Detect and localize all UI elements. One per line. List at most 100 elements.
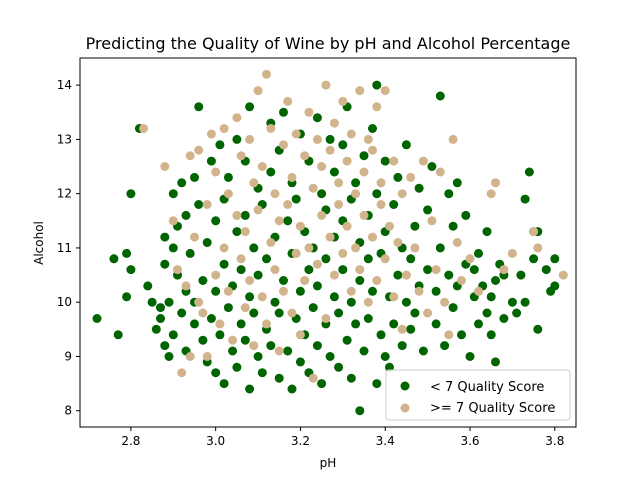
y-tick-label: 10 xyxy=(57,295,72,309)
data-point-low-quality xyxy=(486,292,496,302)
data-point-high-quality xyxy=(321,314,331,323)
data-point-high-quality xyxy=(363,297,373,307)
x-axis-label: pH xyxy=(320,456,337,470)
data-point-low-quality xyxy=(236,265,246,275)
data-point-high-quality xyxy=(474,286,483,296)
data-point-low-quality xyxy=(351,319,361,329)
data-point-low-quality xyxy=(257,368,267,378)
data-point-high-quality xyxy=(202,200,212,209)
data-point-high-quality xyxy=(253,205,263,215)
x-tick-label: 2.8 xyxy=(121,434,140,448)
data-point-low-quality xyxy=(274,373,284,383)
data-point-low-quality xyxy=(550,281,560,291)
data-point-low-quality xyxy=(435,91,445,101)
data-point-low-quality xyxy=(232,227,242,237)
data-point-high-quality xyxy=(177,368,187,378)
data-point-low-quality xyxy=(122,292,132,302)
data-point-low-quality xyxy=(317,379,327,389)
data-point-low-quality xyxy=(393,172,403,182)
data-point-high-quality xyxy=(236,151,246,161)
y-tick-label: 12 xyxy=(57,187,72,201)
data-point-high-quality xyxy=(223,189,233,199)
data-point-low-quality xyxy=(325,134,335,144)
data-point-low-quality xyxy=(177,178,187,188)
data-point-low-quality xyxy=(512,308,522,318)
legend-label-low-quality: < 7 Quality Score xyxy=(430,380,544,395)
data-point-low-quality xyxy=(444,189,454,199)
data-point-high-quality xyxy=(359,167,369,177)
data-point-high-quality xyxy=(295,221,305,231)
data-point-low-quality xyxy=(355,276,365,285)
data-point-low-quality xyxy=(232,362,242,372)
data-point-high-quality xyxy=(223,286,233,296)
y-axis: 8 9 10 11 12 13 14 xyxy=(57,78,80,418)
data-point-low-quality xyxy=(202,238,212,247)
data-point-low-quality xyxy=(465,352,475,361)
data-point-high-quality xyxy=(190,232,199,242)
data-point-low-quality xyxy=(541,265,551,275)
data-point-low-quality xyxy=(211,286,221,296)
data-point-low-quality xyxy=(491,276,500,285)
data-point-low-quality xyxy=(223,172,233,182)
data-point-high-quality xyxy=(312,134,322,144)
data-point-high-quality xyxy=(317,210,327,220)
data-point-low-quality xyxy=(185,248,195,258)
data-point-high-quality xyxy=(219,243,229,253)
data-point-low-quality xyxy=(232,134,242,144)
data-point-low-quality xyxy=(215,330,225,340)
data-point-high-quality xyxy=(300,276,310,285)
data-point-high-quality xyxy=(393,238,403,247)
data-point-high-quality xyxy=(363,134,373,144)
data-point-high-quality xyxy=(418,156,428,166)
data-point-low-quality xyxy=(363,314,373,323)
data-point-low-quality xyxy=(372,379,382,389)
data-point-low-quality xyxy=(423,265,433,275)
data-point-high-quality xyxy=(334,200,344,209)
data-point-low-quality xyxy=(423,205,433,215)
y-tick-label: 8 xyxy=(64,404,72,418)
data-point-low-quality xyxy=(359,346,369,356)
data-point-high-quality xyxy=(414,286,424,296)
data-point-low-quality xyxy=(113,330,123,340)
plot-frame xyxy=(79,57,577,428)
data-point-low-quality xyxy=(431,286,441,296)
data-point-high-quality xyxy=(342,221,352,231)
data-point-low-quality xyxy=(177,308,187,318)
data-point-low-quality xyxy=(283,346,293,356)
data-point-high-quality xyxy=(270,265,280,275)
data-point-high-quality xyxy=(240,227,250,237)
data-point-low-quality xyxy=(240,335,250,345)
legend: < 7 Quality Score >= 7 Quality Score xyxy=(385,369,571,421)
data-point-high-quality xyxy=(457,276,466,285)
data-point-high-quality xyxy=(355,86,365,96)
data-point-high-quality xyxy=(385,221,394,231)
data-point-low-quality xyxy=(346,297,356,307)
data-point-low-quality xyxy=(372,80,382,90)
data-point-high-quality xyxy=(211,167,221,177)
data-point-low-quality xyxy=(520,194,530,204)
legend-box xyxy=(385,369,571,421)
data-point-low-quality xyxy=(516,270,526,280)
data-point-low-quality xyxy=(368,124,377,133)
data-point-low-quality xyxy=(194,200,204,209)
data-point-low-quality xyxy=(181,210,191,220)
data-point-low-quality xyxy=(308,303,318,313)
data-point-high-quality xyxy=(160,162,170,171)
data-point-high-quality xyxy=(236,254,246,264)
data-point-low-quality xyxy=(397,341,407,351)
data-point-low-quality xyxy=(109,254,119,264)
data-point-low-quality xyxy=(126,265,136,275)
data-point-high-quality xyxy=(397,324,407,334)
data-point-low-quality xyxy=(312,281,322,291)
data-point-low-quality xyxy=(334,362,344,372)
data-point-high-quality xyxy=(308,373,318,383)
data-point-high-quality xyxy=(262,69,271,79)
data-point-low-quality xyxy=(474,319,483,329)
x-tick-label: 3.8 xyxy=(545,434,564,448)
data-point-high-quality xyxy=(312,259,322,269)
data-point-high-quality xyxy=(249,178,259,188)
data-point-low-quality xyxy=(448,221,458,231)
data-point-low-quality xyxy=(435,243,445,253)
data-point-low-quality xyxy=(431,319,441,329)
data-point-low-quality xyxy=(279,276,288,285)
